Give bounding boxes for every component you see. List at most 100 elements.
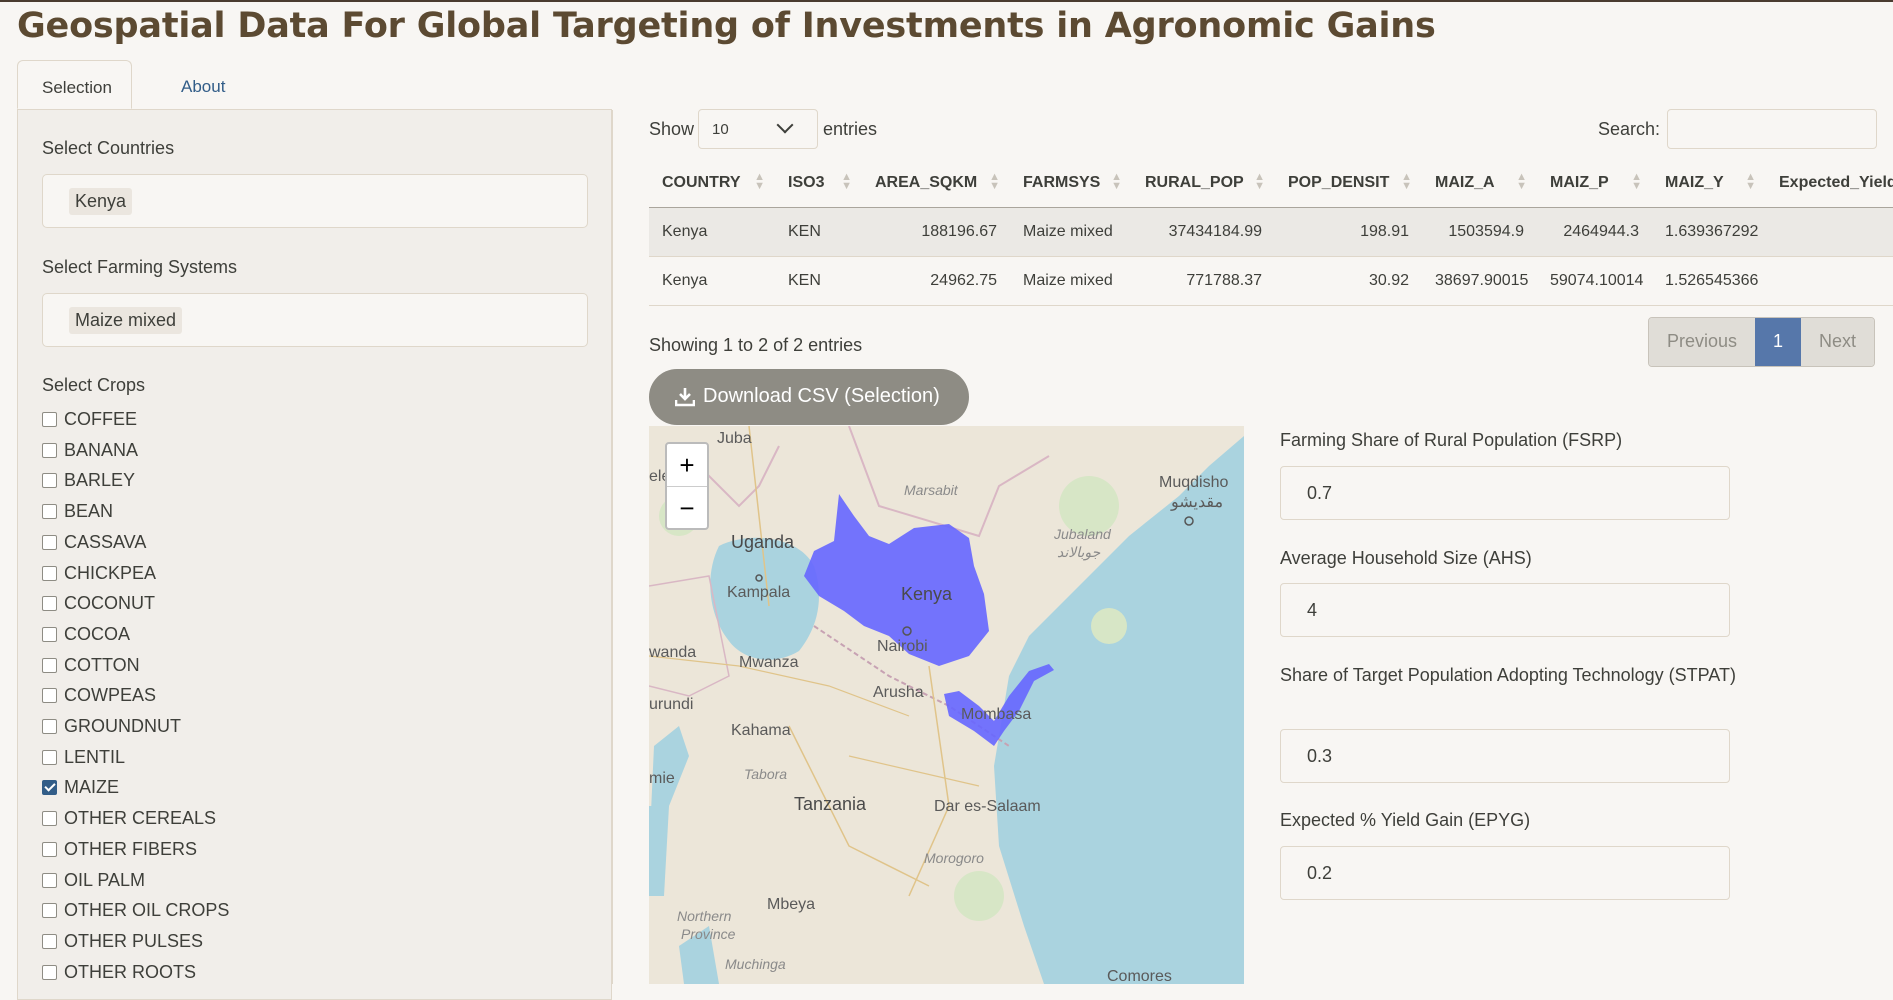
table-cell: 24962.75 [862,256,1010,306]
table-cell: 59074.10014 [1537,256,1652,306]
map-label: Juba [717,430,752,447]
table-cell [1766,207,1893,257]
column-header-maiz_p[interactable]: MAIZ_P ▲ ▼ [1537,159,1652,208]
checkbox-icon[interactable] [42,534,57,550]
column-header-maiz_a[interactable]: MAIZ_A ▲ ▼ [1422,159,1537,208]
table-cell: 188196.67 [862,207,1010,257]
crop-checkbox-cotton[interactable]: COTTON [42,655,140,677]
crop-checkbox-oil-palm[interactable]: OIL PALM [42,870,145,892]
crop-checkbox-lentil[interactable]: LENTIL [42,747,125,769]
map-label: Uganda [731,532,795,552]
zoom-in-button[interactable]: + [667,444,707,487]
pagination: Previous 1 Next [1648,317,1876,367]
search-input[interactable] [1667,109,1877,149]
crop-label: OTHER OIL CROPS [64,900,230,921]
column-header-pop_densit[interactable]: POP_DENSIT ▲ ▼ [1275,159,1422,208]
checkbox-icon[interactable] [42,964,57,980]
crop-checkbox-barley[interactable]: BARLEY [42,470,135,492]
table-info: Showing 1 to 2 of 2 entries [649,335,863,355]
sort-icon: ▲ ▼ [1516,171,1527,192]
checkbox-icon[interactable] [42,626,57,642]
column-header-country[interactable]: COUNTRY ▲ ▼ [649,159,775,208]
map-label: Mwanza [739,654,799,671]
column-header-iso3[interactable]: ISO3 ▲ ▼ [775,159,862,208]
download-csv-button[interactable]: Download CSV (Selection) [649,369,969,425]
chevron-down-icon [776,116,794,134]
table-row[interactable]: Kenya KEN 24962.75 Maize mixed 771788.37 30.9… [649,256,1893,306]
crop-checkbox-cocoa[interactable]: COCOA [42,624,130,646]
download-icon [675,388,695,407]
map-label: Comores [1107,968,1172,984]
farming-system-chip[interactable]: Maize mixed [69,307,183,334]
farming-systems-select[interactable]: Maize mixed [42,293,588,347]
crop-checkbox-chickpea[interactable]: CHICKPEA [42,563,156,585]
epyg-input[interactable]: 0.2 [1280,846,1730,900]
sort-icon: ▲ ▼ [1401,171,1412,192]
countries-select[interactable]: Kenya [42,174,588,228]
checkbox-icon[interactable] [42,933,57,949]
column-header-label: MAIZ_P [1550,173,1609,191]
crop-checkbox-maize[interactable]: MAIZE [42,777,119,799]
checkbox-icon[interactable] [42,565,57,581]
crop-label: LENTIL [64,746,126,767]
table-cell: 1.526545366 [1652,256,1766,306]
table-row[interactable]: Kenya KEN 188196.67 Maize mixed 37434184.99 1… [649,207,1893,257]
checkbox-icon[interactable] [42,596,57,612]
tab-about[interactable]: About [181,77,226,96]
entries-length-value: 10 [712,121,729,138]
search-label: Search: [1598,119,1661,139]
checkbox-icon[interactable] [42,504,57,520]
crop-checkbox-cassava[interactable]: CASSAVA [42,532,146,554]
checkbox-icon[interactable] [42,872,57,888]
checkbox-icon[interactable] [42,688,57,704]
crop-label: COCOA [64,623,131,644]
crop-checkbox-other-pulses[interactable]: OTHER PULSES [42,931,203,953]
map-label: Province [681,926,736,942]
epyg-label: Expected % Yield Gain (EPYG) [1280,810,1531,830]
table-cell: 38697.90015 [1422,256,1537,306]
map-label: Nairobi [877,638,928,655]
checkbox-icon[interactable] [42,657,57,673]
crop-checkbox-groundnut[interactable]: GROUNDNUT [42,716,181,738]
column-header-label: RURAL_POP [1145,173,1244,191]
column-header-label: COUNTRY [662,173,741,191]
checkbox-icon[interactable] [42,903,57,919]
previous-button[interactable]: Previous [1649,318,1756,366]
crop-checkbox-other-cereals[interactable]: OTHER CEREALS [42,808,216,830]
column-header-maiz_y[interactable]: MAIZ_Y ▲ ▼ [1652,159,1766,208]
crop-checkbox-other-roots[interactable]: OTHER ROOTS [42,962,196,984]
checkbox-icon[interactable] [42,841,57,857]
crop-checkbox-other-fibers[interactable]: OTHER FIBERS [42,839,197,861]
crop-checkbox-coffee[interactable]: COFFEE [42,409,137,431]
checkbox-icon[interactable] [42,811,57,827]
checkbox-icon[interactable] [42,473,57,489]
zoom-out-button[interactable]: − [679,493,695,523]
crop-checkbox-cowpeas[interactable]: COWPEAS [42,685,156,707]
crop-checkbox-banana[interactable]: BANANA [42,440,138,462]
checkbox-checked-icon[interactable] [42,780,57,796]
map-label: urundi [649,696,694,713]
checkbox-icon[interactable] [42,412,57,427]
next-button[interactable]: Next [1801,318,1875,366]
checkbox-icon[interactable] [42,719,57,734]
column-header-farmsys[interactable]: FARMSYS ▲ ▼ [1010,159,1132,208]
crop-checkbox-coconut[interactable]: COCONUT [42,593,155,615]
crop-label: OTHER CEREALS [64,808,217,829]
checkbox-icon[interactable] [42,749,57,765]
country-chip[interactable]: Kenya [69,188,133,215]
ahs-input[interactable]: 4 [1280,583,1730,637]
entries-length-select[interactable]: 10 [698,109,818,149]
tab-selection[interactable]: Selection [17,60,132,109]
stpat-input[interactable]: 0.3 [1280,729,1730,783]
map-view[interactable]: Juba ele Marsabit Muqdisho مقديشو Jubala… [649,426,1244,984]
crop-checkbox-other-oil-crops[interactable]: OTHER OIL CROPS [42,900,229,922]
checkbox-icon[interactable] [42,442,57,458]
crop-checkbox-bean[interactable]: BEAN [42,501,113,523]
download-csv-label: Download CSV (Selection) [703,385,940,407]
page-1-button[interactable]: 1 [1755,318,1802,366]
column-header-area_sqkm[interactable]: AREA_SQKM ▲ ▼ [862,159,1010,208]
column-header-expected_yield[interactable]: Expected_Yield [1766,159,1893,208]
column-header-rural_pop[interactable]: RURAL_POP ▲ ▼ [1132,159,1275,208]
entries-label: entries [823,119,878,139]
fsrp-input[interactable]: 0.7 [1280,466,1730,520]
